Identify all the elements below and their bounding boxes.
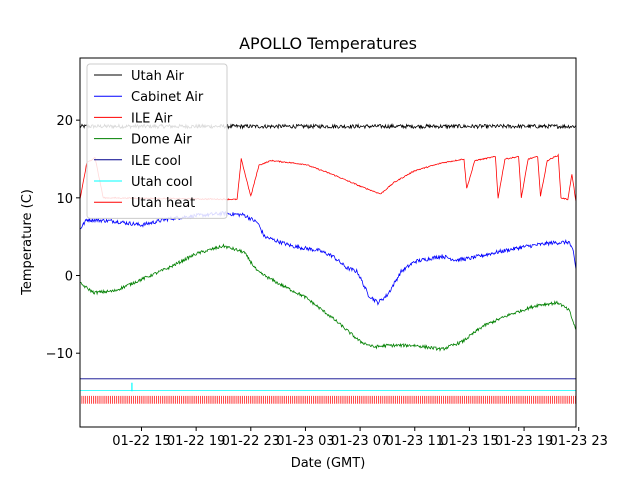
legend-label-utah-air: Utah Air bbox=[131, 69, 184, 84]
x-tick-label: 01-22 23 bbox=[222, 434, 280, 449]
legend-label-cabinet-air: Cabinet Air bbox=[131, 90, 204, 105]
legend-box bbox=[86, 63, 228, 219]
x-tick-label: 01-23 15 bbox=[440, 434, 498, 449]
legend-label-dome-air: Dome Air bbox=[131, 133, 192, 148]
legend-label-utah-cool: Utah cool bbox=[131, 175, 193, 190]
y-tick-label: 20 bbox=[56, 114, 73, 129]
y-tick-label: 0 bbox=[65, 270, 73, 285]
x-tick-label: 01-23 11 bbox=[386, 434, 444, 449]
legend: Utah Air Cabinet Air ILE Air Dome Air ILE co… bbox=[86, 63, 228, 219]
x-tick-label: 01-23 23 bbox=[550, 434, 608, 449]
y-tick-label: 10 bbox=[56, 192, 73, 207]
plot-frame bbox=[79, 57, 577, 428]
x-axis-title: Date (GMT) bbox=[291, 456, 366, 471]
x-tick-label: 01-23 19 bbox=[495, 434, 553, 449]
x-tick-label: 01-23 07 bbox=[331, 434, 389, 449]
legend-label-ile-air: ILE Air bbox=[131, 111, 173, 126]
series-dome-air bbox=[80, 243, 576, 352]
series-utah-heat bbox=[80, 395, 576, 404]
y-tick-label: −10 bbox=[46, 347, 73, 362]
chart-title: APOLLO Temperatures bbox=[239, 34, 417, 53]
x-tick-label: 01-22 19 bbox=[167, 434, 225, 449]
legend-label-utah-heat: Utah heat bbox=[131, 196, 195, 211]
x-tick-label: 01-23 03 bbox=[276, 434, 334, 449]
x-tick-label: 01-22 15 bbox=[112, 434, 170, 449]
legend-label-ile-cool: ILE cool bbox=[131, 154, 181, 169]
y-axis-title: Temperature (C) bbox=[20, 189, 35, 296]
